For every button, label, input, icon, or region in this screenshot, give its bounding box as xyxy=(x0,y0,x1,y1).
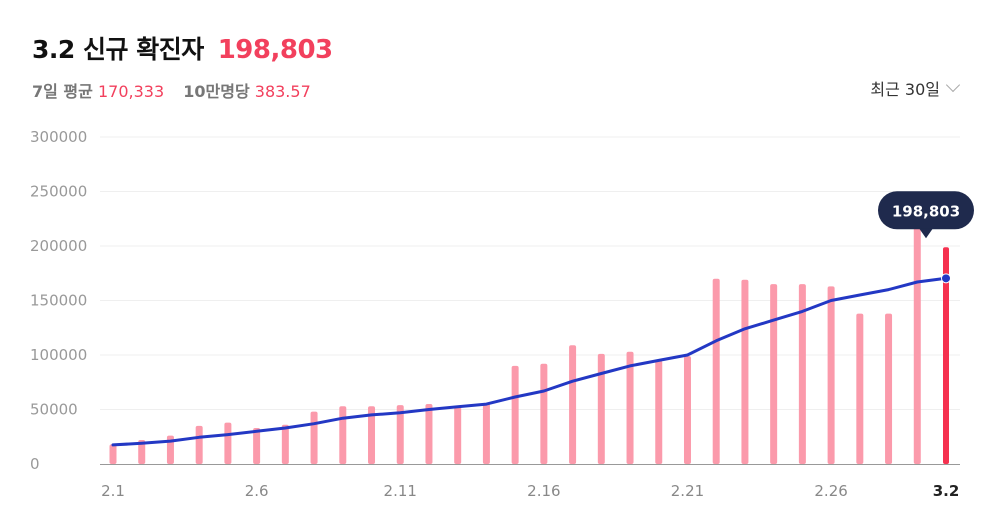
bar xyxy=(683,356,691,464)
bar xyxy=(712,278,720,464)
bar xyxy=(856,313,864,464)
chart-header: 3.2 신규 확진자 198,803 7일 평균 170,333 10만명당 3… xyxy=(32,30,333,102)
x-tick-label: 2.11 xyxy=(384,482,417,500)
page-title: 3.2 신규 확진자 xyxy=(32,35,204,64)
bar xyxy=(396,405,404,464)
bar xyxy=(195,425,203,464)
bar xyxy=(109,444,117,464)
bar xyxy=(368,406,376,464)
x-tick-label: 2.16 xyxy=(527,482,560,500)
per100k-label: 10만명당 xyxy=(183,82,250,101)
bar xyxy=(310,411,318,464)
bar xyxy=(597,353,605,464)
x-tick-label: 2.26 xyxy=(814,482,847,500)
bar xyxy=(798,284,806,464)
tooltip-value: 198,803 xyxy=(892,202,960,220)
bar xyxy=(253,428,261,464)
bar xyxy=(569,345,577,464)
bar xyxy=(138,440,146,464)
y-tick-label: 250000 xyxy=(30,183,87,201)
x-tick-label: 2.1 xyxy=(101,482,125,500)
period-selector[interactable]: 최근 30일 xyxy=(870,76,961,100)
per100k-value: 383.57 xyxy=(254,82,311,101)
bar xyxy=(655,360,663,464)
bar xyxy=(913,225,921,464)
bar xyxy=(281,424,289,464)
bar xyxy=(770,284,778,464)
bar xyxy=(224,422,232,464)
avg-line-endpoint xyxy=(941,273,951,284)
bar xyxy=(425,404,433,464)
bar xyxy=(885,313,893,464)
avg-value: 170,333 xyxy=(97,82,165,101)
avg-label: 7일 평균 xyxy=(32,82,93,101)
bar xyxy=(943,247,949,464)
bar xyxy=(454,406,462,464)
y-tick-label: 300000 xyxy=(30,128,87,146)
period-label: 최근 30일 xyxy=(870,80,940,99)
bar xyxy=(540,363,548,464)
summary-row: 7일 평균 170,333 10만명당 383.57 xyxy=(32,78,333,102)
tooltip-bubble xyxy=(878,191,974,230)
bar xyxy=(166,435,174,464)
bar xyxy=(626,351,634,464)
bar xyxy=(827,286,835,464)
x-tick-label: 2.21 xyxy=(671,482,704,500)
title-row: 3.2 신규 확진자 198,803 xyxy=(32,30,333,66)
y-tick-label: 150000 xyxy=(30,292,87,310)
y-tick-label: 50000 xyxy=(30,401,78,419)
x-tick-label: 3.2 xyxy=(933,482,960,500)
bar xyxy=(741,279,749,464)
tooltip-pointer xyxy=(919,228,933,239)
y-tick-label: 200000 xyxy=(30,237,87,255)
new-cases-value: 198,803 xyxy=(217,35,333,65)
bar xyxy=(482,402,490,464)
y-tick-label: 100000 xyxy=(30,346,87,364)
bar xyxy=(339,406,347,464)
bar xyxy=(511,365,519,464)
y-tick-label: 0 xyxy=(30,455,40,473)
x-tick-label: 2.6 xyxy=(245,482,269,500)
avg-line xyxy=(111,276,948,447)
